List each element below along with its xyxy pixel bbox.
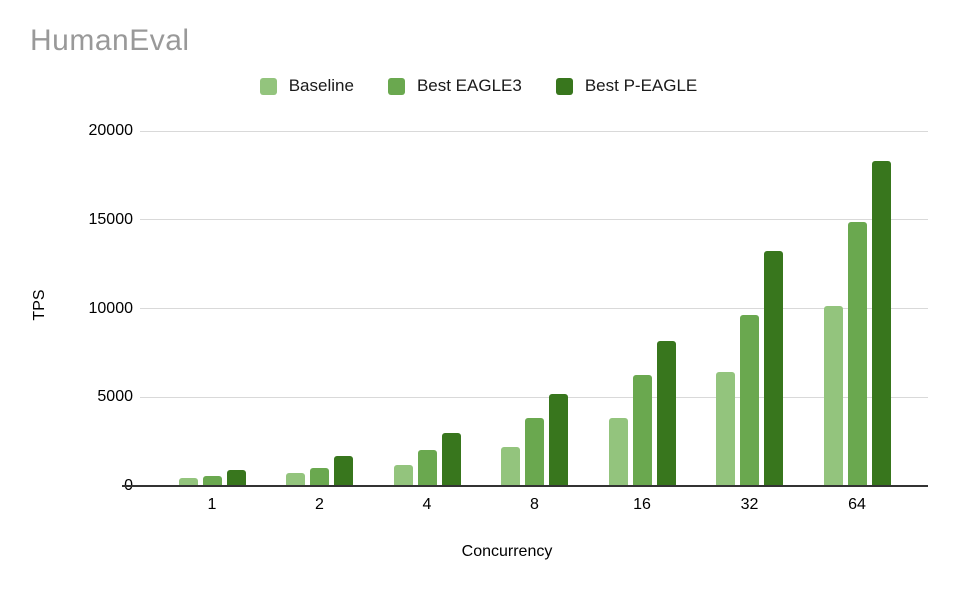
bar-baseline-c4 <box>393 465 413 486</box>
plot-area <box>140 130 928 486</box>
x-tick-label-8: 8 <box>530 496 539 513</box>
x-axis-baseline <box>122 485 928 487</box>
x-tick-label-64: 64 <box>848 496 866 513</box>
chart-legend: Baseline Best EAGLE3 Best P-EAGLE <box>0 76 957 96</box>
legend-item-best-eagle3: Best EAGLE3 <box>387 76 522 96</box>
y-tick-label-15000: 15000 <box>88 210 134 228</box>
bar-best-p-eagle-c32 <box>764 251 783 486</box>
bar-baseline-c8 <box>501 447 520 486</box>
gridline-5000 <box>140 396 928 398</box>
bar-baseline-c32 <box>716 372 735 486</box>
bar-baseline-c64 <box>823 306 843 486</box>
chart-title: HumanEval <box>30 24 190 57</box>
legend-item-best-p-eagle: Best P-EAGLE <box>555 76 698 96</box>
bar-best-eagle3-c2 <box>310 468 329 486</box>
bar-best-eagle3-c32 <box>740 315 759 486</box>
bar-best-p-eagle-c1 <box>226 470 246 486</box>
legend-label: Best EAGLE3 <box>416 76 522 95</box>
bar-best-p-eagle-c2 <box>334 456 353 486</box>
legend-swatch-icon <box>555 77 573 95</box>
bar-best-eagle3-c16 <box>632 375 652 486</box>
gridline-20000 <box>140 130 928 132</box>
y-tick-label-0: 0 <box>30 477 133 495</box>
bar-baseline-c1 <box>178 478 198 486</box>
x-tick-label-32: 32 <box>740 496 759 513</box>
y-axis-title: TPS <box>31 289 48 321</box>
y-tick-label-5000: 5000 <box>97 388 133 406</box>
bar-best-p-eagle-c16 <box>656 341 676 486</box>
legend-item-baseline: Baseline <box>259 76 354 96</box>
bar-best-p-eagle-c4 <box>441 433 461 486</box>
x-tick-label-4: 4 <box>422 496 432 513</box>
bar-best-p-eagle-c64 <box>871 161 891 486</box>
y-tick-label-20000: 20000 <box>88 122 134 139</box>
bar-baseline-c16 <box>608 418 628 486</box>
x-tick-label-2: 2 <box>315 496 324 513</box>
legend-label: Baseline <box>288 76 354 95</box>
bar-best-p-eagle-c8 <box>549 394 568 486</box>
legend-swatch-icon <box>387 77 405 95</box>
x-axis-title: Concurrency <box>461 543 553 560</box>
gridline-15000 <box>140 219 928 221</box>
bar-baseline-c2 <box>286 473 305 486</box>
bar-best-eagle3-c1 <box>202 476 222 486</box>
gridline-10000 <box>140 308 928 309</box>
bar-best-eagle3-c64 <box>847 222 867 486</box>
bar-best-eagle3-c8 <box>525 418 544 486</box>
bar-best-eagle3-c4 <box>417 450 437 486</box>
legend-label: Best P-EAGLE <box>584 76 698 95</box>
x-tick-label-16: 16 <box>633 496 651 513</box>
legend-swatch-icon <box>259 77 277 95</box>
x-tick-label-1: 1 <box>207 496 217 513</box>
y-tick-label-10000: 10000 <box>88 299 134 317</box>
